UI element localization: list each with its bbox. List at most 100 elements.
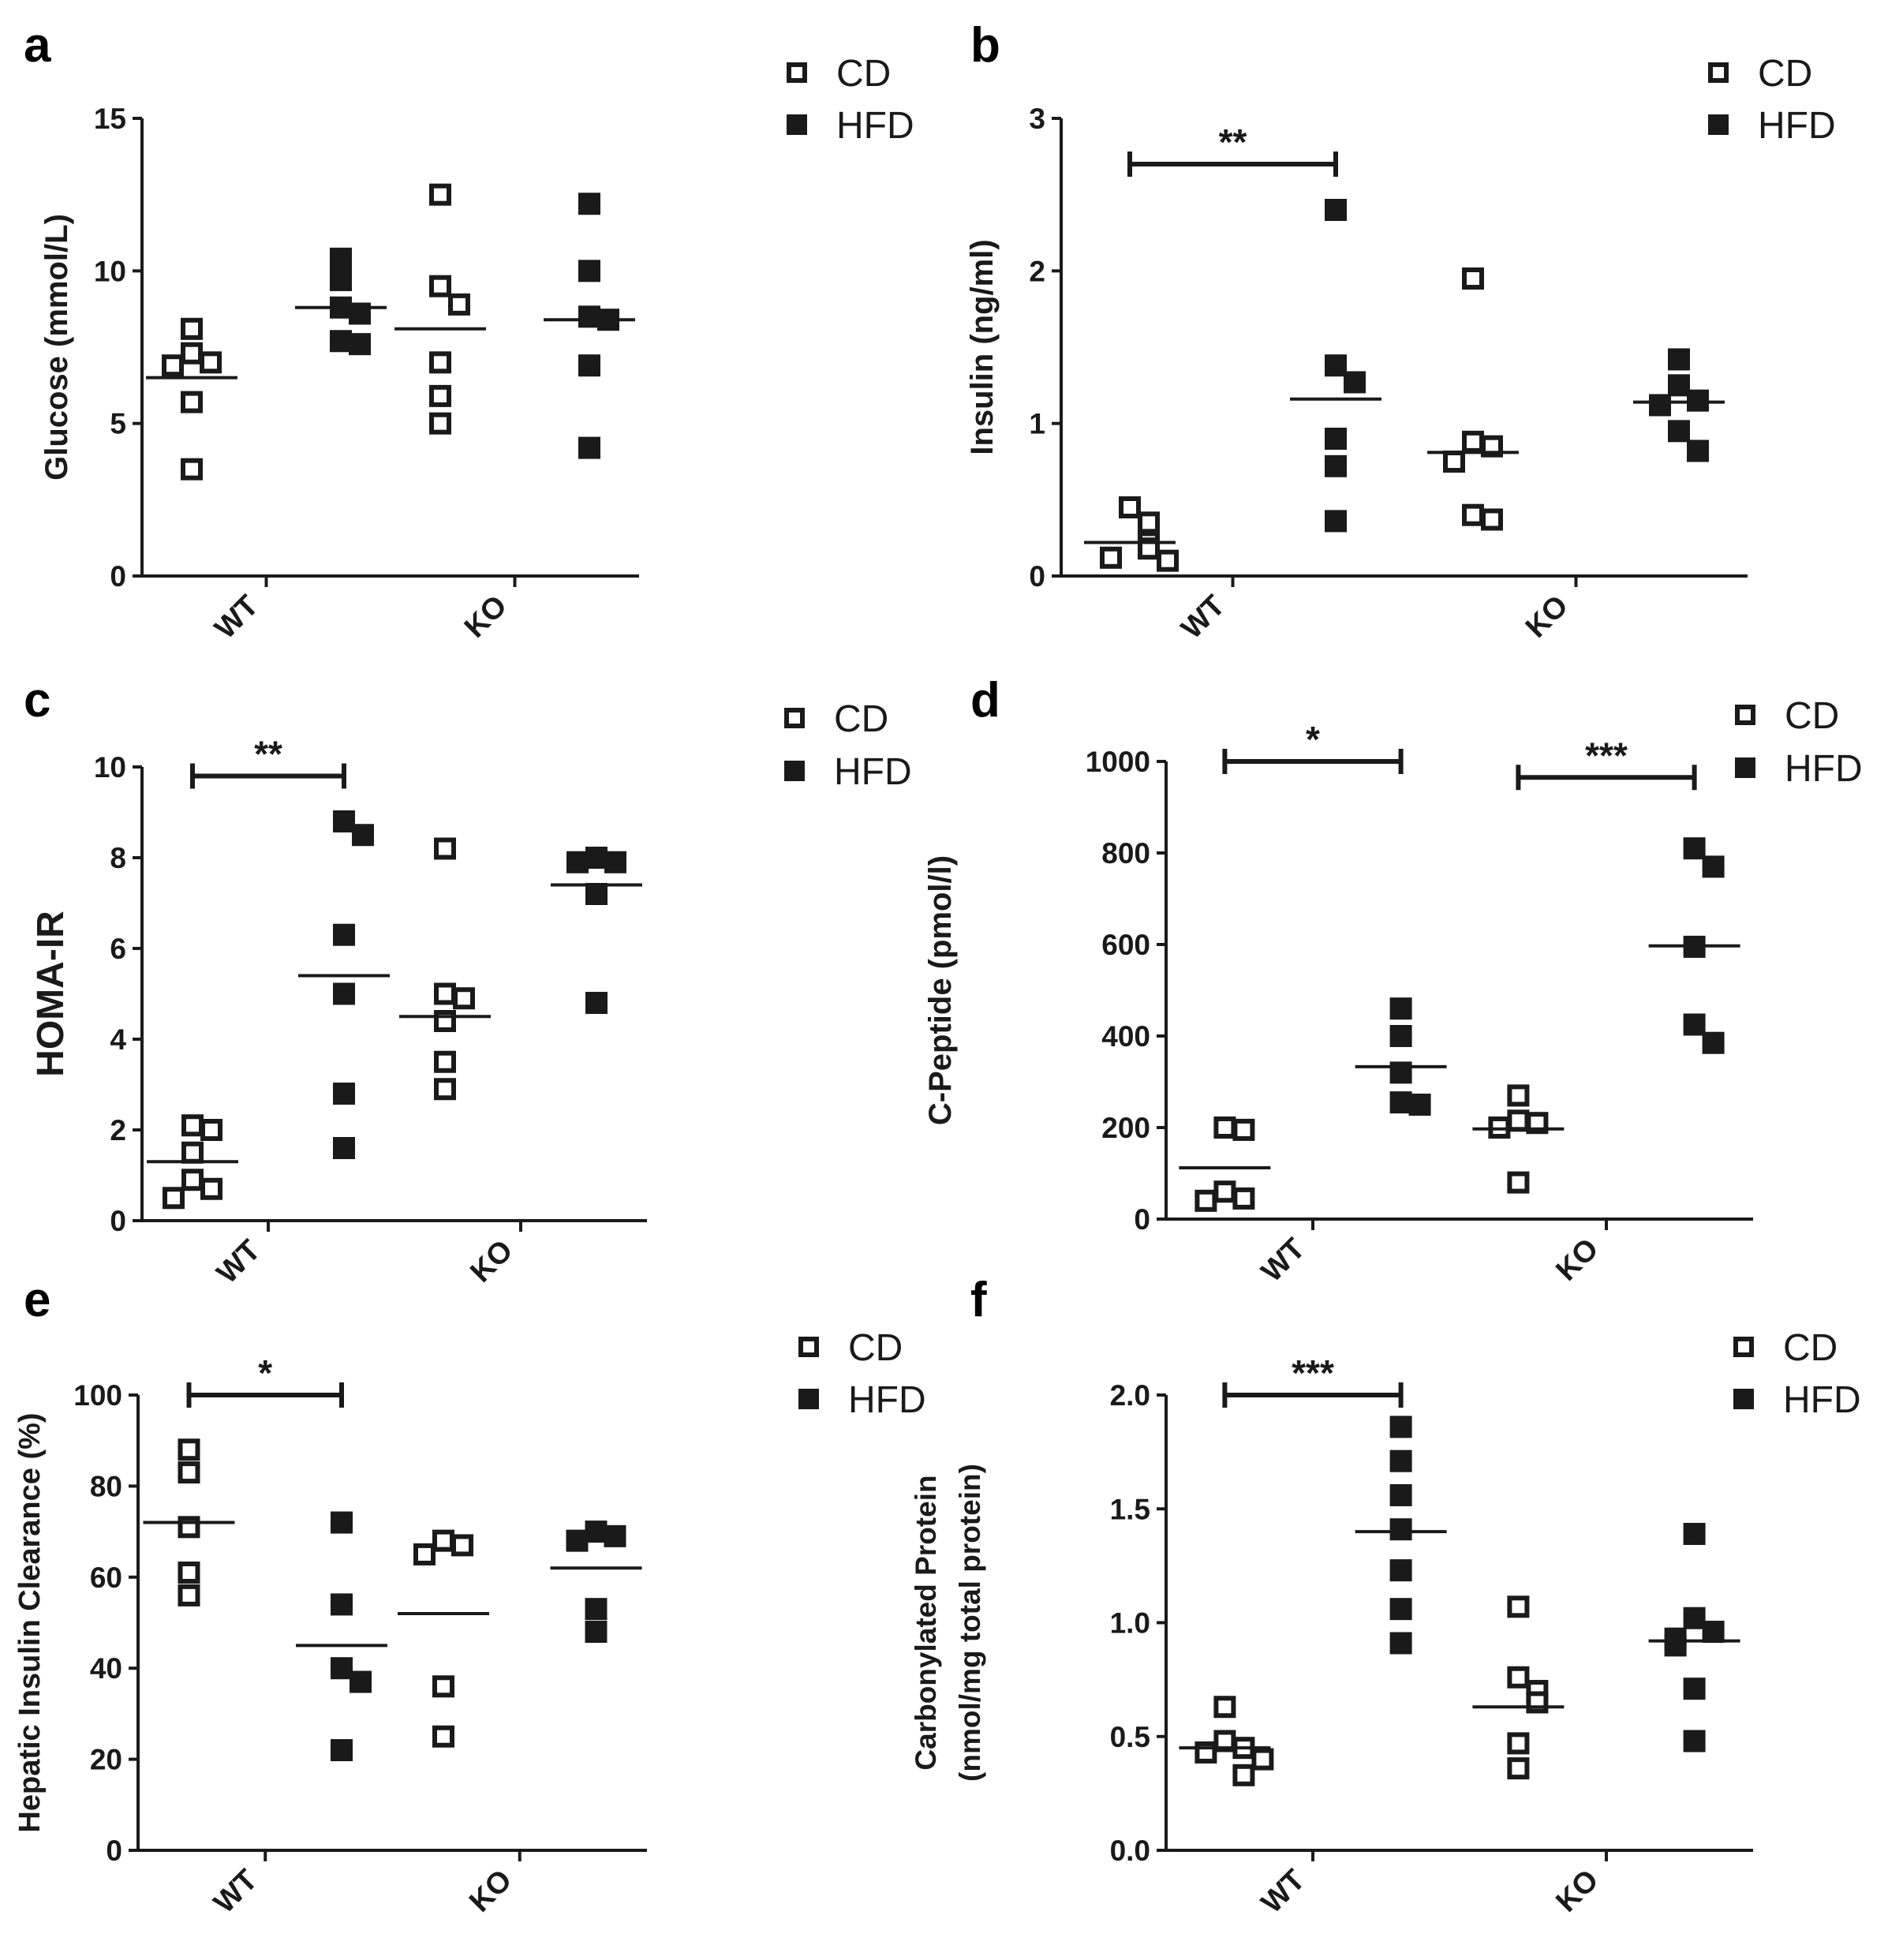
data-point-hfd-wt bbox=[330, 268, 352, 291]
panel-d: d 0 200 400 600 800 1000 WT KO C-Peptide (pmol/l)… bbox=[923, 673, 1863, 1289]
data-point-hfd-ko bbox=[585, 847, 608, 869]
data-point-cd-ko bbox=[1507, 1109, 1530, 1132]
data-point-hfd-wt bbox=[1325, 428, 1347, 450]
data-point-hfd-ko bbox=[578, 193, 600, 215]
data-point-hfd-wt bbox=[1389, 997, 1412, 1020]
data-point-hfd-wt bbox=[349, 302, 371, 325]
data-point-cd-ko bbox=[1481, 435, 1503, 458]
legend-marker-open-square bbox=[787, 62, 807, 83]
legend-label: CD bbox=[836, 53, 891, 95]
data-point-hfd-wt bbox=[1389, 1091, 1412, 1114]
significance-label: *** bbox=[1585, 735, 1628, 776]
y-tick-label: 100 bbox=[73, 1379, 122, 1412]
data-point-cd-ko bbox=[413, 1543, 436, 1565]
legend-label: CD bbox=[848, 1327, 903, 1369]
data-point-hfd-ko bbox=[1702, 1621, 1725, 1644]
data-point-cd-wt bbox=[181, 1169, 204, 1191]
data-point-hfd-wt bbox=[1389, 1632, 1412, 1655]
legend-marker-filled-square bbox=[787, 114, 807, 135]
y-tick-label: 10 bbox=[94, 255, 126, 287]
data-point-cd-wt bbox=[181, 1141, 204, 1164]
data-point-cd-ko bbox=[1481, 508, 1503, 531]
y-tick-label: 10 bbox=[94, 751, 126, 784]
y-tick-label: 0 bbox=[106, 1835, 122, 1867]
x-tick-label: KO bbox=[1550, 1864, 1605, 1919]
significance-label: ** bbox=[254, 734, 282, 775]
data-point-hfd-wt bbox=[1389, 1559, 1412, 1582]
y-tick-label: 0 bbox=[1134, 1203, 1150, 1236]
data-point-hfd-wt bbox=[349, 333, 371, 356]
data-point-hfd-ko bbox=[1668, 348, 1690, 371]
data-point-hfd-ko bbox=[578, 305, 600, 328]
data-point-hfd-ko bbox=[604, 851, 626, 873]
data-point-hfd-wt bbox=[331, 1657, 353, 1680]
data-point-hfd-wt bbox=[333, 982, 355, 1005]
y-tick-label: 0.5 bbox=[1110, 1721, 1150, 1753]
data-point-cd-ko bbox=[1507, 1666, 1530, 1689]
y-tick-label: 0 bbox=[110, 1205, 126, 1237]
legend-marker-open-square bbox=[798, 1337, 819, 1357]
y-tick-label: 1000 bbox=[1086, 746, 1150, 778]
data-point-hfd-ko bbox=[585, 1598, 608, 1621]
data-point-cd-wt bbox=[1138, 537, 1160, 560]
data-point-cd-ko bbox=[1462, 503, 1484, 526]
y-tick-label: 4 bbox=[110, 1023, 126, 1056]
y-tick-label: 2 bbox=[1029, 255, 1045, 287]
data-point-hfd-ko bbox=[1702, 1031, 1725, 1054]
data-point-hfd-ko bbox=[1687, 440, 1709, 462]
data-point-hfd-wt bbox=[352, 824, 374, 847]
data-point-cd-wt bbox=[1157, 549, 1179, 572]
data-point-cd-ko bbox=[429, 384, 451, 407]
legend-label: HFD bbox=[1783, 1379, 1861, 1421]
y-tick-label: 800 bbox=[1101, 837, 1150, 870]
data-point-hfd-wt bbox=[1389, 1025, 1412, 1047]
legend-label: HFD bbox=[1785, 748, 1863, 790]
data-point-cd-wt bbox=[181, 391, 203, 413]
y-tick-label: 1.5 bbox=[1110, 1493, 1150, 1525]
legend-label: HFD bbox=[834, 751, 912, 793]
data-point-cd-wt bbox=[200, 351, 222, 374]
data-point-cd-wt bbox=[181, 458, 203, 481]
data-point-cd-ko bbox=[429, 183, 451, 206]
y-axis-title: Hepatic Insulin Clearance (%) bbox=[13, 1412, 47, 1832]
data-point-cd-wt bbox=[1232, 1118, 1255, 1141]
x-tick-label: KO bbox=[458, 589, 514, 645]
data-point-hfd-wt bbox=[350, 1670, 372, 1693]
legend-marker-filled-square bbox=[798, 1389, 819, 1409]
data-point-hfd-wt bbox=[1325, 510, 1347, 533]
panel-letter-f: f bbox=[970, 1273, 987, 1327]
y-tick-label: 80 bbox=[90, 1470, 122, 1502]
x-tick-label: WT bbox=[207, 1864, 264, 1920]
data-point-cd-ko bbox=[1507, 1171, 1530, 1194]
data-point-hfd-ko bbox=[578, 436, 600, 459]
data-point-hfd-wt bbox=[331, 1739, 353, 1762]
data-point-cd-ko bbox=[1507, 1595, 1530, 1618]
data-point-hfd-wt bbox=[1389, 1598, 1412, 1621]
data-point-hfd-ko bbox=[585, 883, 608, 905]
data-point-cd-ko bbox=[1443, 451, 1465, 473]
data-point-hfd-ko bbox=[1683, 1522, 1706, 1545]
y-tick-label: 8 bbox=[110, 842, 126, 874]
legend-label: HFD bbox=[848, 1379, 926, 1421]
panel-f: f 0.0 0.5 1.0 1.5 2.0 WT KO Carbonylated Protein… bbox=[910, 1273, 1861, 1920]
data-point-cd-ko bbox=[1526, 1112, 1549, 1135]
data-point-cd-wt bbox=[178, 1584, 200, 1607]
y-tick-label: 60 bbox=[90, 1562, 122, 1594]
significance-label: * bbox=[1306, 719, 1320, 760]
y-axis-title: HOMA-IR bbox=[30, 911, 72, 1077]
data-point-cd-wt bbox=[163, 1187, 185, 1210]
data-point-cd-wt bbox=[1232, 1187, 1255, 1210]
legend-label: CD bbox=[1758, 53, 1812, 95]
y-tick-label: 600 bbox=[1101, 929, 1150, 961]
x-tick-label: KO bbox=[1550, 1232, 1605, 1288]
legend-marker-open-square bbox=[1708, 62, 1729, 83]
data-point-cd-wt bbox=[200, 1119, 222, 1141]
data-point-hfd-wt bbox=[331, 1593, 353, 1616]
y-tick-label: 1 bbox=[1029, 408, 1045, 440]
y-tick-label: 0.0 bbox=[1110, 1835, 1150, 1867]
data-point-cd-wt bbox=[1213, 1696, 1236, 1719]
data-point-hfd-wt bbox=[1344, 371, 1366, 394]
x-tick-label: KO bbox=[1520, 589, 1575, 645]
y-tick-label: 15 bbox=[94, 103, 126, 135]
